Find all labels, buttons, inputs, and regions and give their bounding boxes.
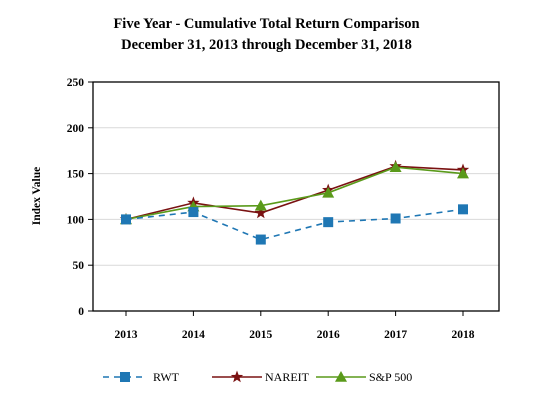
- y-tick-label: 150: [67, 169, 85, 181]
- x-tick-label: 2017: [384, 329, 407, 341]
- x-tick-label: 2013: [115, 329, 138, 341]
- data-point: [254, 206, 267, 219]
- y-tick-label: 0: [78, 306, 84, 318]
- data-point: [457, 167, 469, 179]
- legend-label: S&P 500: [369, 370, 412, 384]
- legend-label: RWT: [153, 370, 180, 384]
- legend-item: RWT: [103, 370, 180, 384]
- legend-item: NAREIT: [212, 370, 310, 384]
- chart-title: Five Year - Cumulative Total Return Comp…: [113, 16, 419, 32]
- gridlines: [93, 81, 499, 266]
- legend-marker: [120, 372, 130, 382]
- data-point: [255, 234, 266, 245]
- y-tick-label: 200: [67, 123, 85, 135]
- data-point: [323, 217, 334, 228]
- x-tick-label: 2018: [452, 329, 475, 341]
- series-line: [125, 166, 464, 221]
- x-axis: 2013 2014 2015 2016 2017 2018: [115, 311, 475, 341]
- legend-item: S&P 500: [316, 370, 412, 384]
- x-tick-label: 2016: [317, 329, 340, 341]
- series-layer: [119, 159, 470, 245]
- legend-marker: [335, 371, 347, 382]
- series-line: [125, 165, 464, 221]
- series-line: [125, 208, 464, 241]
- data-point: [389, 161, 402, 172]
- data-point: [322, 186, 335, 198]
- chart-subtitle: December 31, 2013 through December 31, 2…: [121, 37, 412, 53]
- data-point: [188, 207, 199, 218]
- y-tick-label: 50: [73, 260, 85, 272]
- legend: RWT NAREIT S&P 500: [103, 370, 412, 384]
- x-tick-label: 2014: [182, 329, 205, 341]
- y-axis-label: Index Value: [31, 167, 43, 225]
- y-axis: 0 50 100 150 200 250: [67, 77, 93, 318]
- y-tick-label: 100: [67, 214, 85, 226]
- data-point: [458, 204, 468, 215]
- y-tick-label: 250: [67, 77, 85, 89]
- plot-frame: [92, 81, 500, 312]
- series-rwt: [121, 204, 468, 245]
- legend-marker: [230, 370, 244, 383]
- data-point: [121, 214, 131, 225]
- data-point: [254, 199, 267, 211]
- x-tick-label: 2015: [249, 329, 272, 341]
- data-point: [390, 213, 401, 224]
- legend-label: NAREIT: [265, 370, 310, 384]
